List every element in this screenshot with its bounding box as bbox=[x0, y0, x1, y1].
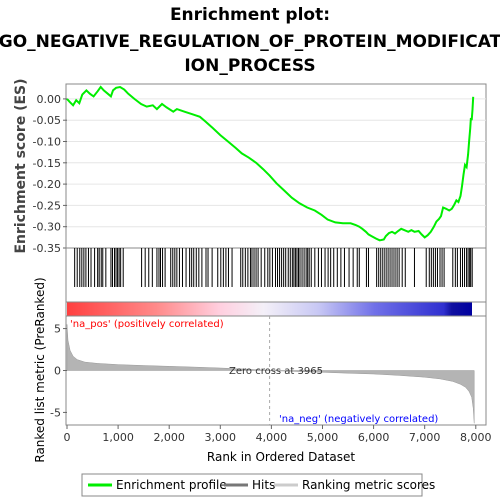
metric-y-tick-label: 5 bbox=[54, 323, 61, 336]
metric-y-ticks: 5 0 -5 bbox=[50, 323, 67, 419]
hit-marks bbox=[74, 248, 473, 287]
hits-panel bbox=[65, 247, 487, 303]
enrichment-profile-line bbox=[66, 85, 475, 242]
es-y-axis-label: Enrichment score (ES) bbox=[13, 78, 29, 253]
legend-ranking-label: Ranking metric scores bbox=[302, 478, 435, 492]
ranking-metric-area bbox=[66, 324, 475, 424]
plot-title-line-3: ION_PROCESS bbox=[184, 56, 315, 76]
es-y-tick-label: -0.35 bbox=[33, 242, 61, 255]
x-tick-label: 7,000 bbox=[409, 431, 441, 444]
es-y-tick-label: -0.25 bbox=[33, 199, 61, 212]
legend bbox=[81, 473, 423, 497]
es-y-ticks: 0.00 -0.05 -0.10 -0.15 -0.20 -0.25 -0.30 -0.35 bbox=[33, 93, 67, 255]
x-tick-label: 0 bbox=[64, 431, 71, 444]
x-axis-ticks: 0 1,000 2,000 3,000 4,000 5,000 6,000 7,000 8,00… bbox=[64, 425, 492, 444]
x-tick-label: 8,000 bbox=[460, 431, 492, 444]
x-axis-label: Rank in Ordered Dataset bbox=[207, 450, 355, 464]
negative-correlation-label: 'na_neg' (negatively correlated) bbox=[279, 414, 438, 425]
es-y-tick-label: -0.20 bbox=[33, 178, 61, 191]
es-y-tick-label: 0.00 bbox=[37, 93, 62, 106]
x-tick-label: 6,000 bbox=[358, 431, 390, 444]
legend-enrichment-label: Enrichment profile bbox=[116, 478, 227, 492]
positive-correlation-label: 'na_pos' (positively correlated) bbox=[70, 319, 224, 330]
es-y-tick-label: -0.30 bbox=[33, 221, 61, 234]
x-tick-label: 1,000 bbox=[102, 431, 134, 444]
es-y-tick-label: -0.15 bbox=[33, 157, 61, 170]
x-tick-label: 2,000 bbox=[153, 431, 185, 444]
legend-hits-label: Hits bbox=[252, 478, 275, 492]
plot-title-line-1: Enrichment plot: bbox=[170, 5, 330, 25]
metric-y-axis-label: Ranked list metric (PreRanked) bbox=[33, 277, 47, 462]
x-tick-label: 5,000 bbox=[307, 431, 339, 444]
plot-title-line-2: GO_NEGATIVE_REGULATION_OF_PROTEIN_MODIFI… bbox=[0, 32, 500, 52]
metric-y-tick-label: 0 bbox=[54, 365, 61, 378]
x-tick-label: 3,000 bbox=[205, 431, 237, 444]
zero-cross-label: Zero cross at 3965 bbox=[229, 366, 323, 377]
es-y-tick-label: -0.05 bbox=[33, 114, 61, 127]
metric-y-tick-label: -5 bbox=[50, 406, 61, 419]
x-tick-label: 4,000 bbox=[256, 431, 288, 444]
rank-color-bar bbox=[67, 302, 472, 316]
es-panel bbox=[65, 83, 487, 249]
es-y-tick-label: -0.10 bbox=[33, 136, 61, 149]
